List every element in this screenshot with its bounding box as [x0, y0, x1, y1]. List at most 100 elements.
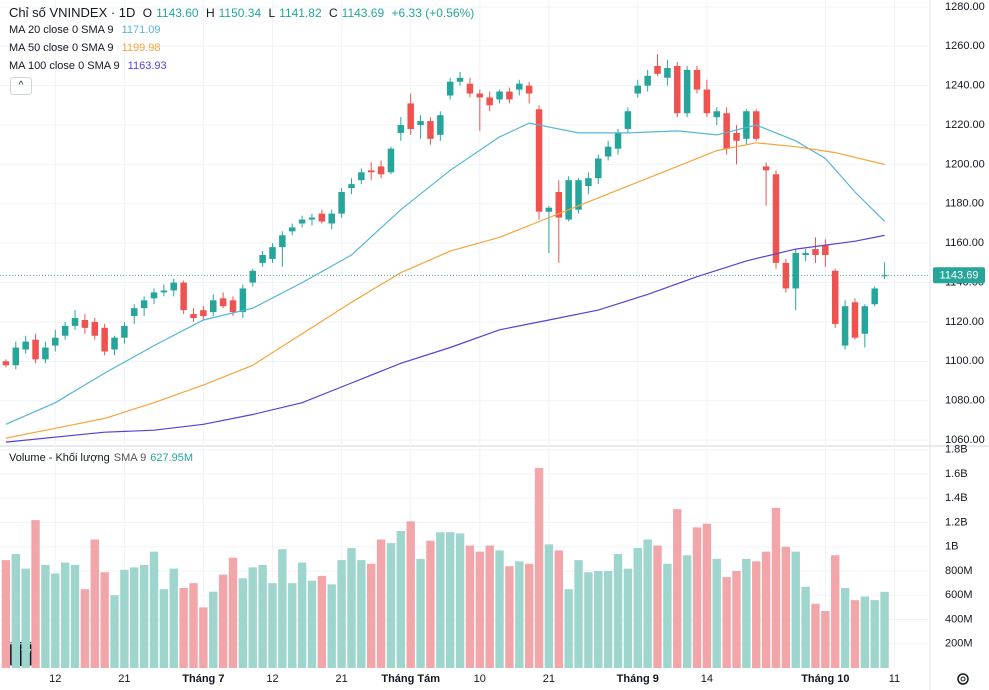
- volume-bar: [238, 578, 248, 668]
- volume-bar: [534, 467, 544, 668]
- ohlc-c-label: C: [329, 6, 338, 20]
- volume-bar: [149, 551, 159, 668]
- ma-legend-value: 1199.98: [121, 42, 161, 54]
- volume-bar: [376, 539, 386, 668]
- y-tick-label: 1260.00: [945, 40, 985, 52]
- candle-body: [200, 310, 207, 317]
- candle-body: [772, 174, 780, 263]
- candle-body: [91, 321, 99, 336]
- candle-body: [259, 254, 266, 263]
- candle-body: [575, 180, 582, 210]
- y-tick-label: 200M: [945, 638, 973, 650]
- candle-body: [160, 290, 168, 293]
- candle-body: [851, 302, 859, 338]
- volume-bar: [584, 572, 593, 668]
- volume-bar: [406, 521, 415, 668]
- candle-body: [604, 146, 612, 157]
- candle-body: [269, 247, 276, 259]
- y-tick-label: 1060.00: [945, 434, 985, 446]
- volume-bar: [327, 584, 336, 668]
- volume-bar: [840, 587, 850, 668]
- volume-bar: [120, 569, 129, 668]
- volume-bar: [268, 583, 277, 668]
- candle-body: [693, 69, 701, 90]
- candle-body: [683, 69, 691, 114]
- ma-legend-name: MA 50 close 0 SMA 9: [9, 42, 114, 54]
- candle-body: [723, 113, 730, 149]
- candle-body: [792, 253, 799, 289]
- grid: [0, 0, 930, 668]
- candle-body: [298, 219, 306, 224]
- ohlc-h: 1150.34: [218, 6, 262, 20]
- collapse-button[interactable]: ^: [10, 77, 32, 95]
- volume-bar: [209, 591, 218, 668]
- candle-body: [71, 318, 79, 326]
- candle-body: [585, 178, 592, 187]
- volume-bar: [80, 589, 90, 668]
- candle-body: [417, 121, 424, 126]
- volume-bar: [791, 551, 800, 668]
- volume-bar: [653, 545, 662, 668]
- volume-bar: [60, 562, 70, 668]
- ma-legend-value: 1171.09: [121, 24, 161, 36]
- candle-body: [358, 172, 365, 181]
- volume-bar: [594, 571, 603, 668]
- ohlc-o: 1143.60: [156, 6, 199, 20]
- volume-bar: [732, 571, 741, 668]
- candle-body: [674, 65, 681, 114]
- candle-body: [525, 85, 533, 94]
- settings-icon[interactable]: [957, 673, 969, 685]
- candle-body: [466, 83, 474, 94]
- ma-legend-name: MA 100 close 0 SMA 9: [9, 60, 120, 72]
- volume-bar: [248, 567, 257, 668]
- volume-bar: [21, 568, 30, 668]
- candle-body: [180, 282, 187, 311]
- volume-bar: [524, 563, 534, 668]
- candle-body: [387, 148, 395, 173]
- x-tick-label: 21: [118, 673, 130, 685]
- y-tick-label: 1240.00: [945, 80, 985, 92]
- volume-bar: [495, 550, 504, 668]
- volume-title: Volume - Khối lượng: [9, 452, 110, 464]
- y-tick-label: 1200.00: [945, 158, 985, 170]
- volume-bar: [692, 527, 702, 668]
- candle-body: [654, 65, 661, 74]
- y-tick-label: 400M: [945, 613, 973, 625]
- volume-bar: [90, 539, 99, 668]
- x-tick-label: Tháng Tám: [381, 673, 440, 685]
- volume-bar: [515, 561, 524, 668]
- last-price-label: 1143.69: [940, 270, 979, 282]
- ohlc-c: 1143.69: [341, 6, 385, 20]
- volume-bar: [811, 603, 820, 668]
- volume-bar: [831, 555, 840, 668]
- volume-bar: [297, 562, 307, 668]
- ohlc-o-label: O: [142, 6, 153, 20]
- candle-body: [190, 314, 197, 319]
- candle-body: [822, 245, 829, 255]
- volume-bar: [554, 550, 563, 668]
- candle-body: [367, 170, 375, 173]
- y-tick-label: 1.4B: [945, 492, 968, 504]
- candle-body: [831, 270, 839, 324]
- volume-bar: [445, 532, 455, 668]
- ohlc-l-label: L: [268, 6, 276, 20]
- volume-bar: [761, 551, 771, 668]
- candle-body: [61, 325, 69, 336]
- volume-bar: [179, 587, 188, 668]
- volume-legend: Volume - Khối lượng SMA 9 627.95M: [9, 452, 197, 464]
- volume-bar: [781, 546, 791, 668]
- volume-bar: [801, 586, 810, 668]
- candle-body: [762, 166, 770, 171]
- ma-line: [5, 234, 885, 443]
- x-tick-label: Tháng 9: [617, 673, 659, 685]
- y-tick-label: 1100.00: [945, 355, 984, 367]
- candle-body: [664, 67, 671, 78]
- volume-bar: [673, 509, 682, 668]
- volume-bar: [860, 596, 870, 668]
- ohlc-h-label: H: [205, 6, 215, 20]
- volume-bar: [455, 533, 465, 668]
- x-tick-label: 12: [49, 673, 61, 685]
- candle-body: [101, 327, 108, 352]
- volume-bar: [722, 577, 731, 668]
